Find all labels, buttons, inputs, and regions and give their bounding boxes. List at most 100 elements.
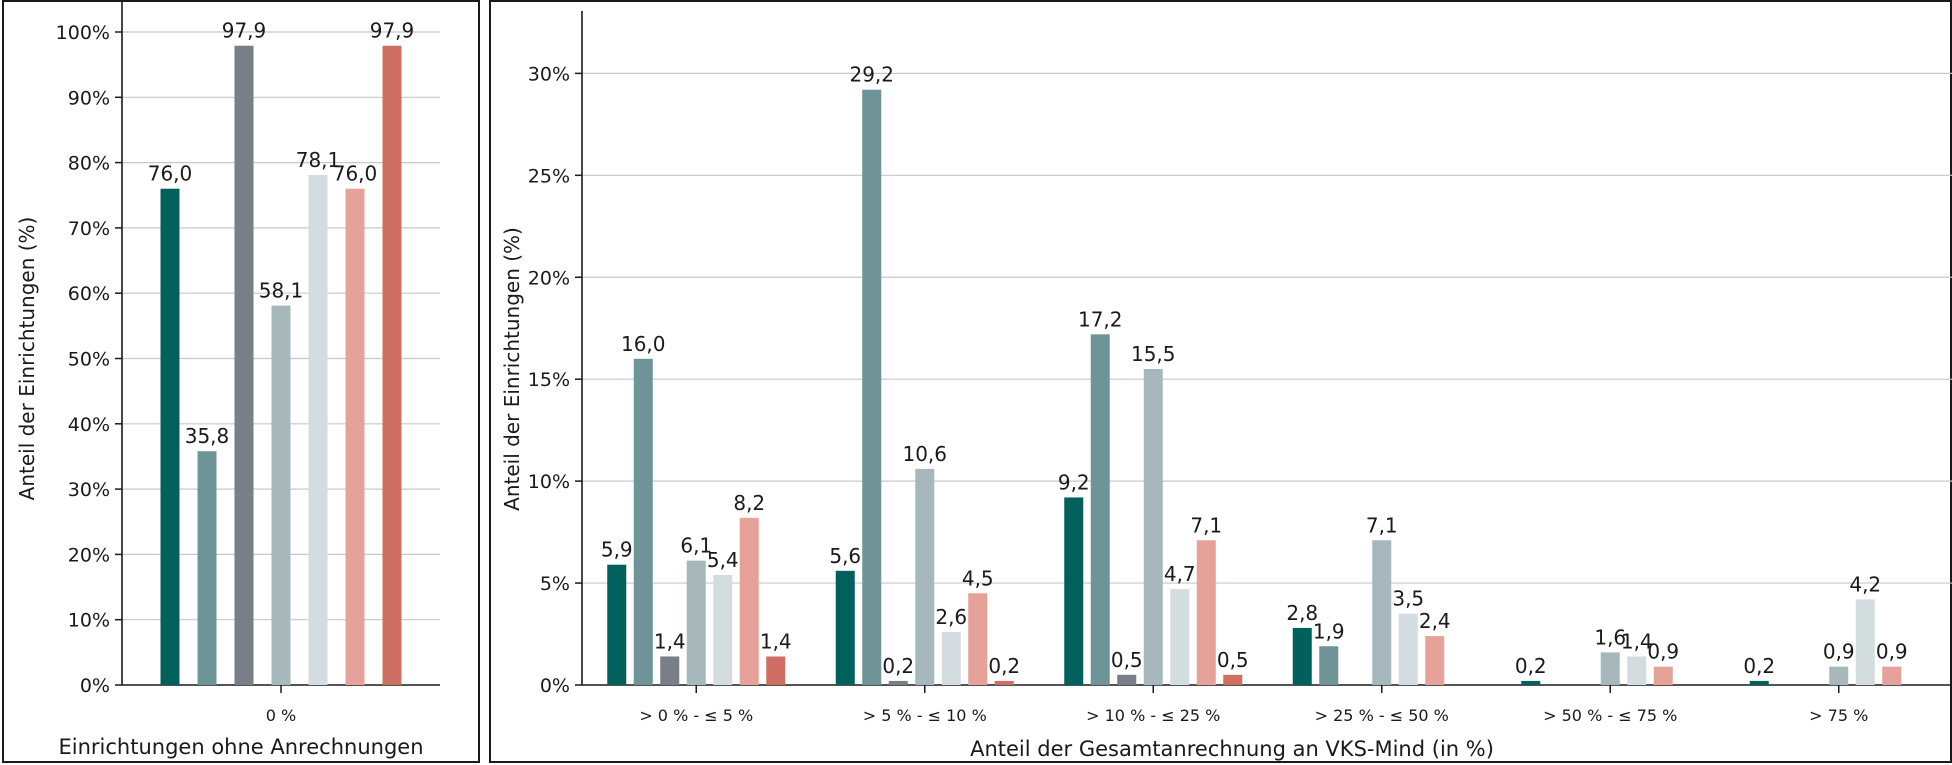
- chart-1-bar: [1170, 589, 1190, 685]
- chart-1-data-label: 8,2: [733, 491, 765, 515]
- chart-1-bar: [862, 89, 882, 685]
- chart-1-data-label: 3,5: [1392, 587, 1424, 611]
- chart-1-data-label: 0,9: [1823, 640, 1855, 664]
- chart-1-x-tick-label: > 5 % - ≤ 10 %: [863, 706, 987, 725]
- chart-1-data-label: 10,6: [902, 442, 947, 466]
- chart-0-y-tick-label: 0%: [80, 675, 110, 697]
- chart-1-data-label: 0,9: [1876, 640, 1908, 664]
- chart-1-bar: [994, 680, 1014, 685]
- chart-1-data-label: 0,9: [1647, 640, 1679, 664]
- chart-1-bar: [607, 564, 627, 685]
- chart-1-data-label: 2,8: [1286, 601, 1318, 625]
- chart-0-bar: [382, 45, 402, 685]
- chart-1-data-label: 2,4: [1419, 609, 1451, 633]
- chart-1-x-tick-label: > 10 % - ≤ 25 %: [1086, 706, 1220, 725]
- chart-1-data-label: 1,6: [1594, 625, 1626, 649]
- chart-0-y-tick-label: 100%: [56, 22, 110, 44]
- chart-1-data-label: 9,2: [1058, 470, 1090, 494]
- chart-1-x-axis-title: Anteil der Gesamtanrechnung an VKS-Mind …: [970, 737, 1494, 761]
- chart-1-data-label: 0,2: [882, 654, 914, 678]
- chart-0-bar: [271, 305, 291, 685]
- chart-1-data-label: 4,2: [1849, 572, 1881, 596]
- chart-1-bar: [660, 656, 680, 685]
- chart-panel-right: 0% 5% 10% 15% 20% 25% 30% Anteil der Einrichtun…: [489, 0, 1952, 763]
- chart-0-data-label: 97,9: [370, 19, 415, 43]
- chart-panel-left: 0% 10% 20% 30% 40% 50% 60% 70% 80% 90% 100% Anteil …: [2, 0, 480, 763]
- chart-1-x-tick-label: > 25 % - ≤ 50 %: [1315, 706, 1449, 725]
- chart-1-y-tick-label: 0%: [540, 675, 570, 697]
- chart-1-data-label: 17,2: [1078, 307, 1123, 331]
- chart-0-y-tick-label: 50%: [68, 349, 110, 371]
- chart-1-data-label: 6,1: [680, 534, 712, 558]
- chart-1-x-tick-label: > 50 % - ≤ 75 %: [1543, 706, 1677, 725]
- chart-1-y-tick-label: 15%: [528, 369, 570, 391]
- chart-0-x-tick-label: 0 %: [266, 706, 296, 725]
- chart-1-bar: [686, 560, 706, 685]
- chart-1-data-label: 2,6: [935, 605, 967, 629]
- chart-1-data-label: 0,5: [1111, 648, 1143, 672]
- chart-0-y-tick-label: 60%: [68, 283, 110, 305]
- chart-1-data-label: 5,9: [601, 538, 633, 562]
- chart-1-bar: [633, 358, 653, 685]
- chart-1-bar: [1090, 334, 1110, 685]
- chart-0-data-label: 97,9: [222, 19, 267, 43]
- chart-1-data-label: 0,2: [988, 654, 1020, 678]
- chart-0-y-tick-label: 70%: [68, 218, 110, 240]
- chart-1-bar: [1196, 540, 1216, 685]
- chart-0-bar: [197, 451, 217, 685]
- chart-0-data-label: 58,1: [259, 279, 304, 303]
- chart-1-y-tick-label: 5%: [540, 573, 570, 595]
- chart-0-y-tick-label: 40%: [68, 414, 110, 436]
- chart-0-data-label: 76,0: [148, 162, 193, 186]
- chart-1-data-label: 1,4: [760, 629, 792, 653]
- chart-0-y-tick-label: 10%: [68, 610, 110, 632]
- chart-1-data-label: 1,4: [1621, 629, 1653, 653]
- chart-1-bar: [1425, 636, 1445, 685]
- chart-1-data-label: 1,9: [1313, 619, 1345, 643]
- chart-1-bar: [915, 468, 935, 685]
- chart-1-bar: [1855, 599, 1875, 685]
- chart-right-svg: 0% 5% 10% 15% 20% 25% 30% Anteil der Einrichtun…: [500, 11, 1952, 761]
- chart-1-bar: [713, 574, 733, 685]
- chart-1-bar: [968, 593, 988, 685]
- chart-1-data-label: 0,5: [1217, 648, 1249, 672]
- chart-1-bar: [835, 570, 855, 685]
- chart-1-bar: [1143, 369, 1163, 685]
- chart-1-bar: [1292, 627, 1312, 685]
- chart-1-bar: [1829, 666, 1849, 685]
- chart-1-bar: [1372, 540, 1392, 685]
- chart-1-y-axis-title: Anteil der Einrichtungen (%): [500, 227, 524, 511]
- chart-1-data-label: 0,2: [1515, 654, 1547, 678]
- chart-1-bar: [1223, 674, 1243, 685]
- chart-1-data-label: 5,6: [829, 544, 861, 568]
- chart-1-bar: [1653, 666, 1673, 685]
- chart-0-y-axis-title: Anteil der Einrichtungen (%): [15, 217, 39, 501]
- chart-0-y-tick-label: 80%: [68, 153, 110, 175]
- chart-0-y-tick-label: 20%: [68, 544, 110, 566]
- chart-1-bar: [1398, 613, 1418, 685]
- chart-0-bar: [160, 188, 180, 685]
- chart-1-data-label: 29,2: [849, 63, 894, 87]
- chart-left-svg: 0% 10% 20% 30% 40% 50% 60% 70% 80% 90% 100% Anteil …: [15, 0, 440, 759]
- chart-1-bar: [766, 656, 786, 685]
- chart-1-data-label: 4,5: [962, 566, 994, 590]
- chart-1-bar: [1882, 666, 1902, 685]
- chart-1-bar: [941, 631, 961, 685]
- chart-1-x-tick-label: > 75 %: [1809, 706, 1868, 725]
- chart-1-data-label: 16,0: [621, 332, 666, 356]
- chart-1-data-label: 0,2: [1743, 654, 1775, 678]
- chart-1-bar: [739, 517, 759, 685]
- chart-1-data-label: 15,5: [1131, 342, 1176, 366]
- chart-1-bar: [1521, 680, 1541, 685]
- chart-1-bar: [1600, 652, 1620, 685]
- chart-1-y-tick-label: 10%: [528, 471, 570, 493]
- chart-1-data-label: 4,7: [1164, 562, 1196, 586]
- chart-1-bar: [1319, 646, 1339, 685]
- chart-0-y-tick-label: 30%: [68, 479, 110, 501]
- chart-1-x-tick-label: > 0 % - ≤ 5 %: [639, 706, 753, 725]
- chart-1-bar: [1749, 680, 1769, 685]
- chart-1-bar: [1064, 497, 1084, 685]
- chart-1-data-label: 1,4: [654, 629, 686, 653]
- chart-0-y-tick-label: 90%: [68, 87, 110, 109]
- chart-1-data-label: 7,1: [1190, 513, 1222, 537]
